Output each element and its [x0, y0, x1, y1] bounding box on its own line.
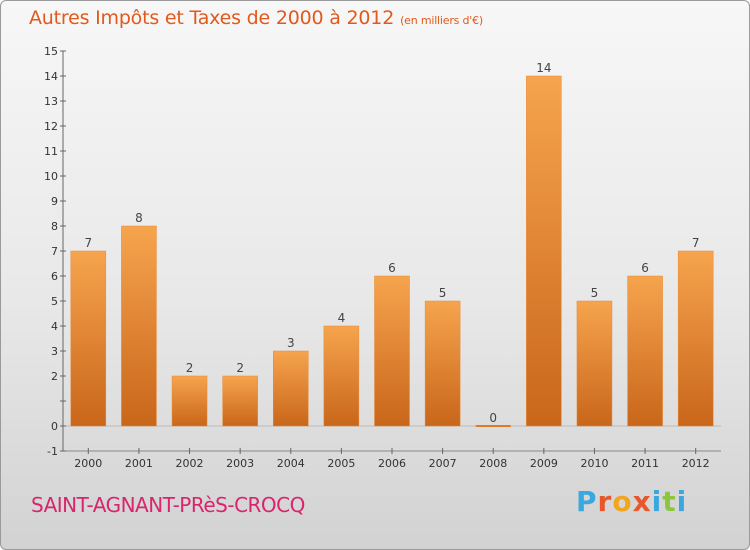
logo-letter: t [662, 485, 677, 518]
data-label: 4 [338, 311, 346, 325]
y-tick-label: 3 [51, 345, 58, 358]
y-tick-label: -1 [47, 445, 58, 458]
x-tick-label: 2007 [429, 457, 457, 470]
y-tick-label: 15 [44, 45, 58, 58]
bar-2007 [424, 300, 461, 427]
x-tick-label: 2005 [327, 457, 355, 470]
data-label: 7 [84, 236, 92, 250]
chart-title-text: Autres Impôts et Taxes de 2000 à 2012 [29, 7, 395, 29]
data-label: 6 [388, 261, 396, 275]
x-tick-label: 2012 [682, 457, 710, 470]
x-tick-label: 2001 [125, 457, 153, 470]
x-tick-label: 2006 [378, 457, 406, 470]
data-label: 5 [591, 286, 599, 300]
chart-subtitle: (en milliers d'€) [400, 14, 483, 27]
y-tick-label: 4 [51, 320, 58, 333]
data-label: 7 [692, 236, 700, 250]
y-tick-label: 6 [51, 270, 58, 283]
x-tick-label: 2009 [530, 457, 558, 470]
data-label: 0 [489, 411, 497, 425]
data-label: 14 [536, 61, 551, 75]
data-label: 8 [135, 211, 143, 225]
x-tick-label: 2008 [479, 457, 507, 470]
logo-letter: r [597, 485, 613, 518]
bar-2004 [273, 350, 309, 427]
data-label: 5 [439, 286, 447, 300]
y-tick-label: 12 [44, 120, 58, 133]
bar-2012 [677, 250, 714, 427]
logo-letter: i [676, 485, 688, 518]
data-label: 3 [287, 336, 295, 350]
bar-2002 [171, 375, 208, 427]
y-tick-label: 9 [51, 195, 58, 208]
commune-name: SAINT-AGNANT-PRèS-CROCQ [31, 493, 305, 517]
bar-2005 [323, 325, 360, 427]
bar-2003 [222, 375, 258, 427]
y-tick-label: 13 [44, 95, 58, 108]
y-tick-label: 11 [44, 145, 58, 158]
bar-2010 [576, 300, 613, 427]
y-tick-label: 0 [51, 420, 58, 433]
logo-letter: o [612, 485, 633, 518]
bar-2011 [627, 275, 663, 427]
logo-letter: P [576, 485, 598, 518]
x-tick-label: 2004 [277, 457, 305, 470]
logo-letter: i [651, 485, 663, 518]
chart-bars: 7 8 2 2 3 4 6 5 0 14 5 6 7 [70, 61, 714, 427]
y-tick-label: 2 [51, 370, 58, 383]
x-tick-label: 2003 [226, 457, 254, 470]
data-label: 6 [641, 261, 649, 275]
logo-letter: x [632, 485, 652, 518]
proxiti-logo: Proxiti [576, 485, 687, 518]
y-tick-label: 10 [44, 170, 58, 183]
y-tick-label: 5 [51, 295, 58, 308]
y-tick-label: 7 [51, 245, 58, 258]
x-tick-label: 2002 [176, 457, 204, 470]
bar-2001 [121, 225, 157, 427]
x-tick-label: 2011 [631, 457, 659, 470]
y-tick-label: 14 [44, 70, 58, 83]
bar-2009 [526, 75, 562, 427]
chart-title: Autres Impôts et Taxes de 2000 à 2012 (en… [29, 7, 483, 29]
bar-2000 [70, 250, 107, 427]
x-tick-label: 2000 [74, 457, 102, 470]
data-label: 2 [186, 361, 194, 375]
data-label: 2 [236, 361, 244, 375]
x-tick-label: 2010 [580, 457, 608, 470]
bar-2006 [374, 275, 410, 427]
y-tick-label: 8 [51, 220, 58, 233]
